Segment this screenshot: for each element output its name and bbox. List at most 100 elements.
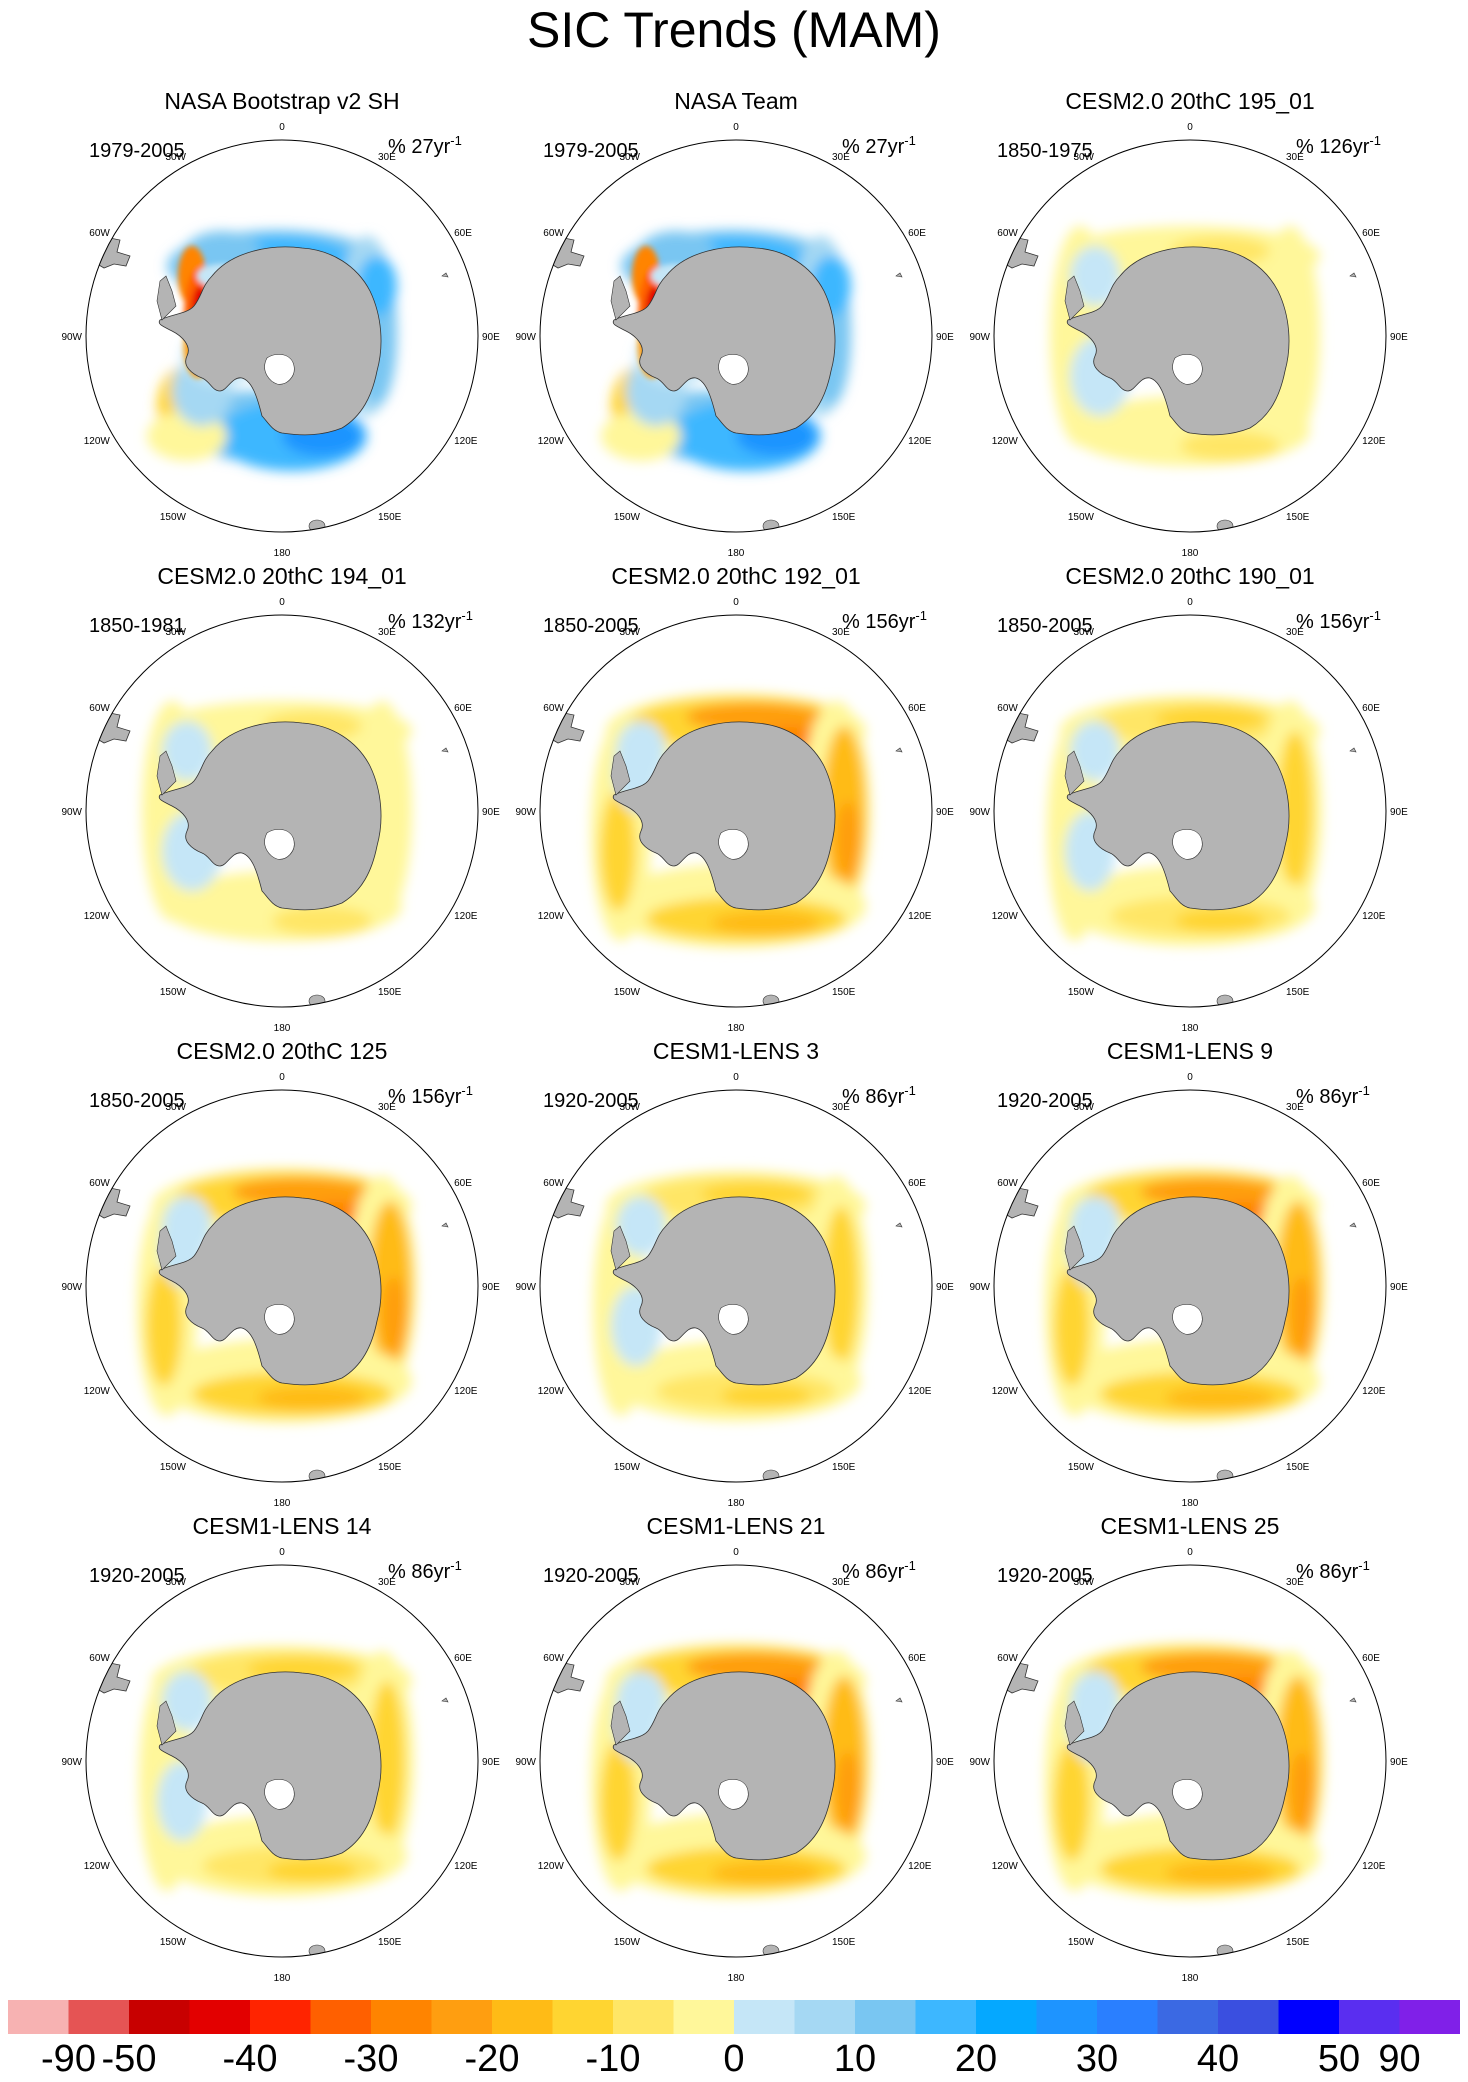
lon-label: 150E xyxy=(832,1462,856,1473)
lon-label: 30W xyxy=(1073,627,1094,638)
lon-label: 60W xyxy=(89,228,110,239)
colorbar-swatch xyxy=(1339,2000,1400,2034)
colorbar-tick-label: 90 xyxy=(1378,2038,1421,2080)
ice-shelf xyxy=(264,1778,295,1810)
island xyxy=(1349,747,1357,753)
lon-label: 120E xyxy=(908,1386,932,1397)
lon-label: 120W xyxy=(84,911,111,922)
lon-label: 60E xyxy=(908,1178,926,1189)
lon-label: 90W xyxy=(515,807,536,818)
antarctic-peninsula xyxy=(610,275,631,321)
lon-label: 150W xyxy=(1068,1937,1095,1948)
lon-label: 180 xyxy=(274,1023,291,1034)
lon-label: 150E xyxy=(832,987,856,998)
lon-label: 0 xyxy=(733,597,739,608)
lon-label: 0 xyxy=(279,122,285,133)
ice-shelf xyxy=(718,828,749,860)
lon-label: 0 xyxy=(733,1547,739,1558)
antarctica-landmass xyxy=(158,1196,382,1386)
map-panel: CESM1-LENS 25 1920-2005 % 86yr-1 0 30E 60E 90E… xyxy=(969,1513,1408,1984)
lon-label: 60W xyxy=(89,1178,110,1189)
antarctica-landmass xyxy=(1066,1671,1290,1861)
lon-label: 30E xyxy=(378,152,396,163)
map-boundary xyxy=(539,1089,933,1483)
map-panel: CESM1-LENS 21 1920-2005 % 86yr-1 0 30E 60E 90E… xyxy=(515,1513,954,1984)
colorbar-swatch xyxy=(673,2000,735,2034)
island xyxy=(1349,1222,1357,1228)
lon-label: 30E xyxy=(378,1102,396,1113)
panel-units: % 86yr-1 xyxy=(842,1558,916,1583)
lon-label: 60W xyxy=(543,1178,564,1189)
panel-title: CESM1-LENS 14 xyxy=(193,1513,372,1539)
antarctic-peninsula xyxy=(156,1225,177,1271)
antarctic-peninsula xyxy=(156,1700,177,1746)
lon-label: 150W xyxy=(160,1462,187,1473)
island xyxy=(1349,1697,1357,1703)
island xyxy=(1349,272,1357,278)
panel-period: 1850-2005 xyxy=(543,615,639,637)
panel-units: % 27yr-1 xyxy=(842,133,916,158)
lon-label: 0 xyxy=(1187,122,1193,133)
panel-title: CESM2.0 20thC 192_01 xyxy=(611,563,860,589)
lon-label: 30W xyxy=(165,1102,186,1113)
island xyxy=(895,747,903,753)
map-boundary xyxy=(85,1089,479,1483)
lon-label: 150E xyxy=(1286,1462,1310,1473)
colorbar-tick-label: -30 xyxy=(343,2038,399,2080)
lon-label: 150E xyxy=(378,1462,402,1473)
panel-title: CESM2.0 20thC 125 xyxy=(177,1038,388,1064)
colorbar-tick-label: 10 xyxy=(833,2038,877,2080)
colorbar-tick-label: -40 xyxy=(222,2038,278,2080)
colorbar-swatch xyxy=(1036,2000,1098,2034)
lon-label: 30W xyxy=(619,1577,640,1588)
lon-label: 180 xyxy=(274,1498,291,1509)
lon-label: 150W xyxy=(614,987,641,998)
lon-label: 120E xyxy=(908,911,932,922)
colorbar-swatch xyxy=(976,2000,1037,2034)
colorbar-tick-label: -10 xyxy=(585,2038,641,2080)
panel-title: CESM1-LENS 21 xyxy=(647,1513,826,1539)
lon-label: 30E xyxy=(832,1577,850,1588)
ice-shelf xyxy=(1172,1778,1203,1810)
lon-label: 90W xyxy=(61,1757,82,1768)
colorbar-labels: -90 -50 -40 -30 -20 -10 0 10 20 30 40 50 90 xyxy=(0,2036,1468,2082)
antarctic-peninsula xyxy=(156,275,177,321)
antarctica-landmass xyxy=(1066,246,1290,436)
lon-label: 120E xyxy=(908,436,932,447)
colorbar-swatch xyxy=(1218,2000,1279,2034)
lon-label: 90E xyxy=(936,807,954,818)
antarctica-landmass xyxy=(612,721,836,911)
lon-label: 0 xyxy=(279,1547,285,1558)
lon-label: 90E xyxy=(482,807,500,818)
colorbar-swatch xyxy=(1097,2000,1158,2034)
panel-units: % 86yr-1 xyxy=(388,1558,462,1583)
island xyxy=(441,747,449,753)
colorbar-swatch xyxy=(613,2000,674,2034)
lon-label: 90W xyxy=(515,332,536,343)
ice-shelf xyxy=(718,353,749,385)
lon-label: 30E xyxy=(832,152,850,163)
lon-label: 90W xyxy=(969,1757,990,1768)
panel-period: 1920-2005 xyxy=(997,1090,1093,1112)
lon-label: 150E xyxy=(1286,1937,1310,1948)
colorbar-swatch xyxy=(794,2000,856,2034)
colorbar-swatch xyxy=(68,2000,130,2034)
map-panel: CESM1-LENS 9 1920-2005 % 86yr-1 0 30E 60E 90E 1… xyxy=(969,1038,1408,1509)
lon-label: 30E xyxy=(378,627,396,638)
lon-label: 150E xyxy=(1286,512,1310,523)
panel-units: % 126yr-1 xyxy=(1296,133,1381,158)
lon-label: 120E xyxy=(1362,1386,1386,1397)
lon-label: 90W xyxy=(61,1282,82,1293)
colorbar-swatch xyxy=(8,2000,69,2034)
lon-label: 30W xyxy=(165,627,186,638)
lon-label: 150W xyxy=(160,987,187,998)
map-boundary xyxy=(993,1564,1387,1958)
lon-label: 180 xyxy=(728,1973,745,1984)
antarctica-landmass xyxy=(1066,1196,1290,1386)
map-panel: CESM2.0 20thC 125 1850-2005 % 156yr-1 0 30E 6… xyxy=(61,1038,500,1509)
lon-label: 0 xyxy=(279,1072,285,1083)
map-boundary xyxy=(993,139,1387,533)
lon-label: 120E xyxy=(908,1861,932,1872)
figure-title: SIC Trends (MAM) xyxy=(527,2,941,58)
panel-title: NASA Team xyxy=(674,88,798,114)
